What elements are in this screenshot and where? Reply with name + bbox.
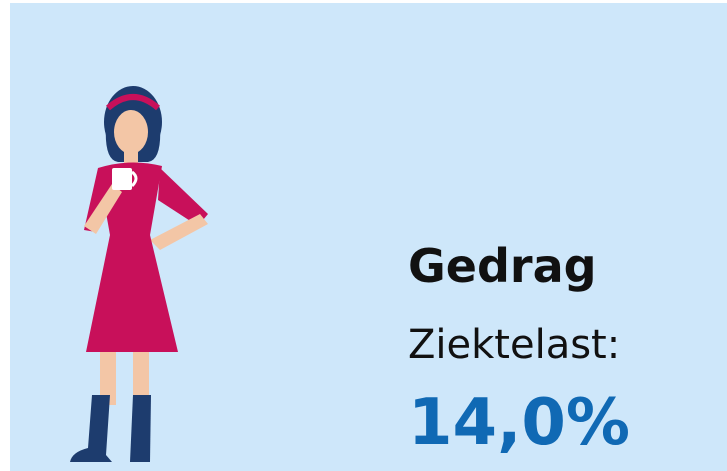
panel: Gedrag Ziektelast: 14,0% bbox=[10, 3, 727, 471]
title: Gedrag bbox=[408, 239, 597, 293]
woman-illustration bbox=[70, 86, 208, 462]
value: 14,0% bbox=[408, 386, 631, 460]
label: Ziektelast: bbox=[408, 322, 621, 368]
